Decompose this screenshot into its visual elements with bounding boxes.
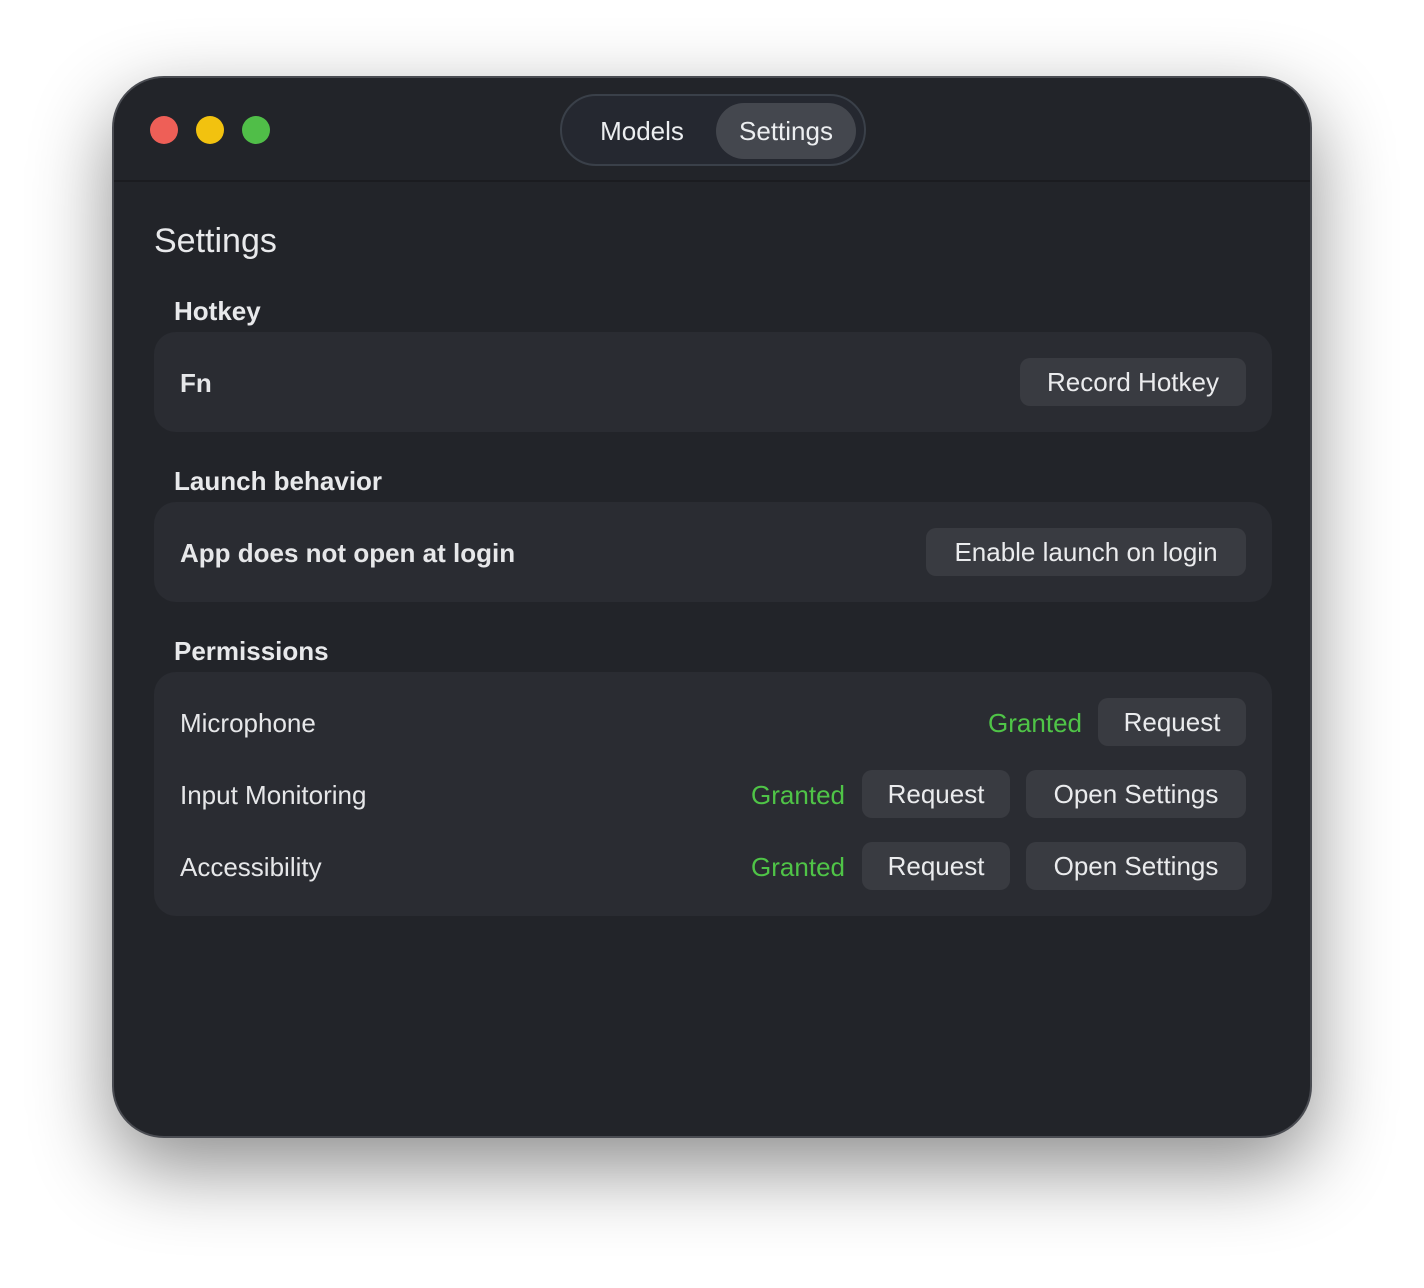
- minimize-button[interactable]: [196, 116, 224, 144]
- hotkey-heading: Hotkey: [174, 296, 261, 326]
- record-hotkey-button[interactable]: Record Hotkey: [1020, 358, 1246, 406]
- accessibility-open-settings-button[interactable]: Open Settings: [1026, 842, 1246, 890]
- accessibility-request-button[interactable]: Request: [862, 842, 1010, 890]
- status-badge: Granted: [751, 780, 845, 810]
- permissions-heading: Permissions: [174, 636, 329, 666]
- tab-switcher: Models Settings: [560, 94, 866, 166]
- permission-name: Accessibility: [180, 852, 322, 882]
- launch-status: App does not open at login: [180, 538, 516, 568]
- microphone-request-button[interactable]: Request: [1098, 698, 1246, 746]
- hotkey-card: Fn Record Hotkey: [154, 332, 1272, 432]
- app-window: Models Settings Settings Hotkey Fn Recor…: [112, 76, 1312, 1138]
- status-badge: Granted: [988, 708, 1082, 738]
- hotkey-value: Fn: [180, 368, 212, 398]
- tab-settings[interactable]: Settings: [716, 103, 856, 159]
- launch-card: App does not open at login Enable launch…: [154, 502, 1272, 602]
- tab-models[interactable]: Models: [600, 116, 684, 146]
- input-monitoring-open-settings-button[interactable]: Open Settings: [1026, 770, 1246, 818]
- launch-heading: Launch behavior: [174, 466, 383, 496]
- page-title: Settings: [154, 222, 277, 260]
- enable-launch-button[interactable]: Enable launch on login: [926, 528, 1246, 576]
- input-monitoring-request-button[interactable]: Request: [862, 770, 1010, 818]
- status-badge: Granted: [751, 852, 845, 882]
- permission-name: Microphone: [180, 708, 316, 738]
- permission-name: Input Monitoring: [180, 780, 367, 810]
- permissions-card: Microphone Granted Request Input Monitor…: [154, 672, 1272, 916]
- zoom-button[interactable]: [242, 116, 270, 144]
- title-bar: Models Settings: [114, 78, 1310, 182]
- close-button[interactable]: [150, 116, 178, 144]
